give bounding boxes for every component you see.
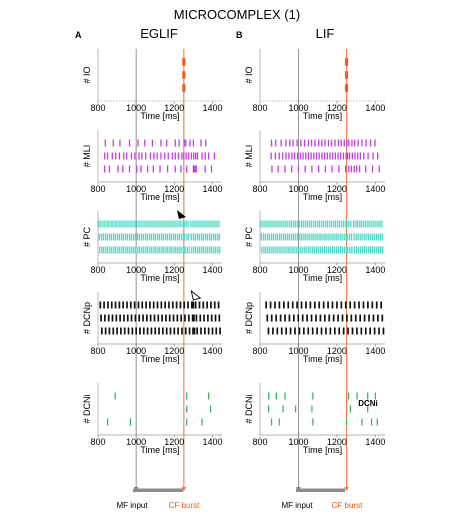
x-tick-label: 1200 (164, 184, 184, 194)
x-tick-label: 1400 (365, 346, 385, 356)
x-axis-label: Time [ms] (140, 111, 179, 121)
y-axis-label: # MLI (82, 145, 92, 168)
x-tick-label: 1000 (126, 437, 146, 447)
raster-mli: 800 1000 1200 1400 Time [ms] # MLI (82, 130, 222, 202)
panel-b: 800 1000 1200 1400 Time [ms] # IO 800 1000 1200 1… (244, 49, 385, 491)
raster-pc: 800 1000 1200 1400 Time [ms] # PC (82, 210, 222, 283)
x-tick-label: 1000 (126, 103, 146, 113)
raster-io: 800 1000 1200 1400 Time [ms] # IO (82, 49, 222, 121)
x-tick-label: 1200 (327, 184, 347, 194)
x-axis-label: Time [ms] (303, 354, 342, 364)
x-tick-label: 1000 (126, 265, 146, 275)
cf-burst-label-a: CF burst (169, 501, 200, 510)
x-tick-label: 800 (90, 437, 105, 447)
column-title-eglif: EGLIF (140, 26, 178, 41)
panel-letter-a: A (75, 30, 82, 40)
stim-bar-a (133, 488, 183, 492)
x-tick-label: 1000 (126, 346, 146, 356)
raster-dcnp: 800 1000 1200 1400 Time [ms] # DCNp (82, 289, 222, 364)
filled-arrow-marker (176, 210, 186, 219)
x-tick-label: 1200 (164, 437, 184, 447)
x-tick-label: 800 (90, 346, 105, 356)
x-tick-label: 800 (252, 346, 267, 356)
raster-mli: 800 1000 1200 1400 Time [ms] # MLI (244, 130, 385, 202)
y-axis-label: # DCNi (244, 394, 254, 423)
x-tick-label: 1400 (365, 437, 385, 447)
x-tick-label: 1400 (202, 265, 222, 275)
stimulus-annotation-a: MF input CF burst (116, 488, 200, 510)
x-tick-label: 1000 (288, 184, 308, 194)
mf-input-label-b: MF input (281, 501, 313, 510)
x-axis-label: Time [ms] (140, 445, 179, 455)
x-tick-label: 800 (252, 103, 267, 113)
panel-a: 800 1000 1200 1400 Time [ms] # IO 800 1000 1200 1… (82, 49, 222, 491)
cf-arrow (181, 487, 187, 491)
x-axis-label: Time [ms] (303, 273, 342, 283)
x-tick-label: 1000 (288, 437, 308, 447)
stimulus-annotation-b: MF input CF burst (281, 488, 363, 510)
raster-dcnp: 800 1000 1200 1400 Time [ms] # DCNp (244, 292, 385, 364)
raster-dcni: 800 1000 1200 1400 Time [ms] # DCNi (82, 383, 222, 455)
open-arrow-marker (190, 289, 202, 301)
y-axis-label: # DCNp (82, 302, 92, 334)
cf-burst-label-b: CF burst (332, 501, 363, 510)
x-tick-label: 800 (252, 265, 267, 275)
x-tick-label: 1000 (288, 346, 308, 356)
x-tick-label: 800 (252, 184, 267, 194)
x-tick-label: 1200 (164, 265, 184, 275)
x-tick-label: 1400 (202, 437, 222, 447)
x-tick-label: 1200 (164, 103, 184, 113)
x-tick-label: 1400 (365, 103, 385, 113)
y-axis-label: # DCNi (82, 394, 92, 423)
x-axis-label: Time [ms] (303, 445, 342, 455)
x-axis-label: Time [ms] (303, 111, 342, 121)
x-axis-label: Time [ms] (303, 192, 342, 202)
raster-plots: 800 1000 1200 1400 Time [ms] # IO 800 1000 1200 1… (82, 49, 385, 491)
x-tick-label: 1400 (202, 184, 222, 194)
x-tick-label: 1200 (327, 346, 347, 356)
stim-bar-b (296, 488, 345, 492)
x-axis-label: Time [ms] (140, 192, 179, 202)
y-axis-label: # PC (244, 226, 254, 247)
column-title-lif: LIF (316, 26, 335, 41)
x-tick-label: 800 (90, 265, 105, 275)
x-axis-label: Time [ms] (140, 354, 179, 364)
panel-letter-b: B (236, 30, 243, 40)
x-tick-label: 800 (252, 437, 267, 447)
x-tick-label: 1200 (164, 346, 184, 356)
cf-arrow (344, 487, 349, 491)
x-tick-label: 1200 (327, 265, 347, 275)
x-tick-label: 1000 (126, 184, 146, 194)
dcni-note: DCNi (358, 399, 378, 408)
x-tick-label: 1200 (327, 437, 347, 447)
raster-io: 800 1000 1200 1400 Time [ms] # IO (244, 49, 385, 121)
y-axis-label: # MLI (244, 145, 254, 168)
x-axis-label: Time [ms] (140, 273, 179, 283)
x-tick-label: 1000 (288, 103, 308, 113)
y-axis-label: # IO (244, 66, 254, 83)
y-axis-label: # IO (82, 66, 92, 83)
raster-dcni: 800 1000 1200 1400 Time [ms] # DCNi (244, 383, 385, 455)
x-tick-label: 800 (90, 103, 105, 113)
mf-input-label-a: MF input (116, 501, 148, 510)
x-tick-label: 1400 (202, 103, 222, 113)
y-axis-label: # DCNp (244, 302, 254, 334)
x-tick-label: 1000 (288, 265, 308, 275)
y-axis-label: # PC (82, 226, 92, 247)
x-tick-label: 1200 (327, 103, 347, 113)
x-tick-label: 1400 (365, 184, 385, 194)
figure-title: MICROCOMPLEX (1) (174, 7, 300, 22)
x-tick-label: 800 (90, 184, 105, 194)
x-tick-label: 1400 (202, 346, 222, 356)
raster-pc: 800 1000 1200 1400 Time [ms] # PC (244, 211, 385, 283)
x-tick-label: 1400 (365, 265, 385, 275)
